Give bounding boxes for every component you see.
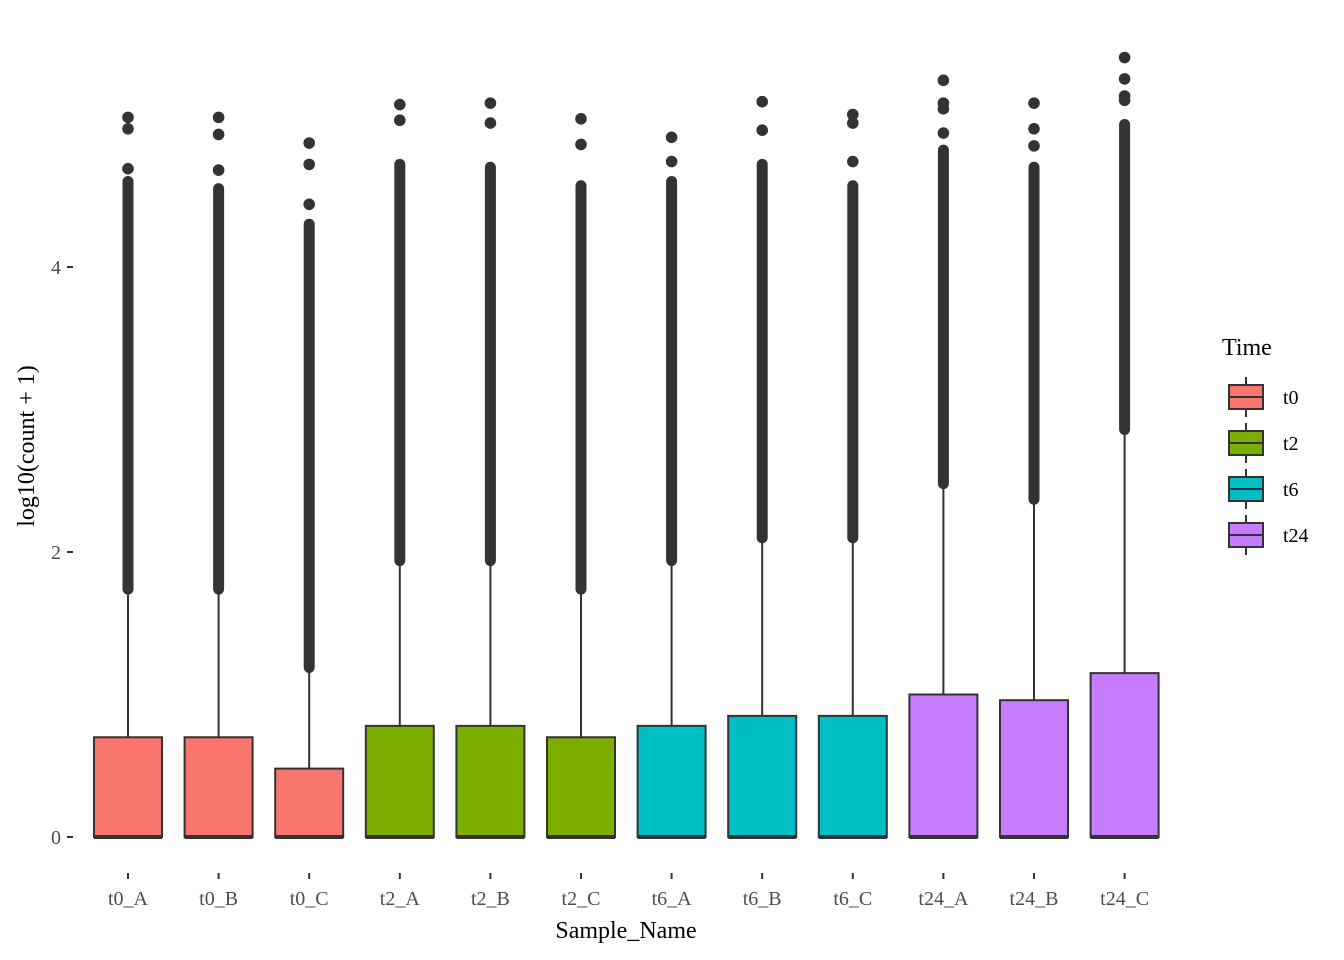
outlier-point bbox=[303, 198, 316, 211]
box-t24_B bbox=[999, 97, 1069, 839]
x-tick-label: t6_C bbox=[833, 888, 872, 910]
box-t2_B bbox=[455, 97, 526, 839]
outlier-point bbox=[303, 137, 316, 149]
outlier-point bbox=[122, 122, 134, 135]
outlier-point bbox=[484, 97, 497, 109]
outlier-point bbox=[303, 158, 316, 171]
outlier-point bbox=[1028, 140, 1040, 152]
box-rect bbox=[817, 714, 888, 838]
box-rect bbox=[274, 767, 345, 838]
outlier-point bbox=[212, 128, 225, 141]
legend-title: Time bbox=[1222, 335, 1272, 361]
x-tick-label: t24_B bbox=[1010, 888, 1059, 910]
x-tick-label: t24_C bbox=[1100, 888, 1149, 910]
box-rect bbox=[999, 699, 1069, 839]
legend: Time t0 t2 t6 t24 bbox=[1222, 335, 1309, 555]
outlier-point bbox=[1118, 90, 1131, 102]
outlier-point bbox=[1118, 51, 1131, 64]
y-axis-title: log10(count + 1) bbox=[14, 365, 40, 527]
outlier-point bbox=[212, 111, 225, 124]
boxes-layer bbox=[93, 51, 1160, 839]
box-t24_A bbox=[908, 74, 979, 839]
outlier-point bbox=[756, 124, 768, 136]
x-tick-label: t2_B bbox=[471, 888, 510, 910]
outlier-point bbox=[575, 113, 587, 125]
outlier-point bbox=[937, 127, 950, 139]
outlier-point bbox=[665, 155, 678, 168]
outlier-point bbox=[847, 155, 859, 168]
y-tick-label: 0 bbox=[51, 827, 61, 849]
box-t6_A bbox=[636, 131, 707, 839]
box-rect bbox=[183, 736, 254, 838]
x-tick-label: t0_A bbox=[108, 888, 149, 910]
box-t24_C bbox=[1089, 51, 1160, 839]
outlier-point bbox=[484, 117, 497, 129]
outlier-point bbox=[1118, 73, 1131, 85]
box-t6_C bbox=[817, 108, 888, 839]
outlier-point bbox=[847, 108, 859, 121]
x-tick-label: t24_A bbox=[918, 888, 969, 910]
x-tick-label: t0_B bbox=[199, 888, 238, 910]
x-tick-label: t0_C bbox=[290, 888, 329, 910]
legend-label: t2 bbox=[1283, 433, 1299, 455]
legend-key-t0: t0 bbox=[1228, 377, 1299, 417]
box-rect bbox=[727, 714, 798, 838]
box-rect bbox=[455, 724, 526, 838]
legend-label: t0 bbox=[1283, 387, 1299, 409]
outlier-point bbox=[122, 111, 134, 124]
box-rect bbox=[908, 693, 979, 838]
x-tick-label: t6_A bbox=[652, 888, 693, 910]
box-t6_B bbox=[727, 95, 798, 839]
outlier-point bbox=[847, 117, 859, 129]
outlier-point bbox=[1028, 97, 1040, 109]
x-tick-label: t2_A bbox=[380, 888, 421, 910]
legend-key-t24: t24 bbox=[1228, 515, 1309, 555]
y-tick-label: 2 bbox=[51, 542, 61, 564]
box-t2_A bbox=[364, 98, 435, 839]
y-axis: 0 2 4 bbox=[51, 257, 73, 849]
box-rect bbox=[93, 736, 163, 838]
outlier-point bbox=[212, 164, 225, 176]
outlier-point bbox=[665, 131, 678, 144]
legend-key-t2: t2 bbox=[1228, 423, 1299, 463]
x-tick-label: t6_B bbox=[743, 888, 782, 910]
box-t2_C bbox=[546, 113, 616, 839]
legend-key-t6: t6 bbox=[1228, 469, 1299, 509]
x-axis: t0_A t0_B t0_C t2_A t2_B t2_C t6_A t6_B t6_C t24_… bbox=[108, 873, 1149, 910]
outlier-point bbox=[122, 162, 134, 175]
x-tick-label: t2_C bbox=[562, 888, 601, 910]
box-rect bbox=[546, 736, 616, 838]
outlier-point bbox=[394, 114, 406, 127]
outlier-point bbox=[394, 98, 406, 111]
outlier-point bbox=[756, 95, 768, 108]
legend-label: t6 bbox=[1283, 479, 1299, 501]
box-rect bbox=[636, 724, 707, 838]
outlier-point bbox=[1028, 122, 1040, 135]
box-rect bbox=[364, 724, 435, 838]
box-rect bbox=[1089, 672, 1160, 838]
box-t0_C bbox=[274, 137, 345, 839]
box-t0_B bbox=[183, 111, 254, 839]
outlier-point bbox=[937, 97, 950, 109]
legend-label: t24 bbox=[1283, 525, 1309, 547]
box-t0_A bbox=[93, 111, 163, 839]
x-axis-title: Sample_Name bbox=[555, 918, 696, 944]
y-tick-label: 4 bbox=[51, 257, 61, 279]
outlier-point bbox=[575, 138, 587, 151]
outlier-point bbox=[937, 74, 950, 87]
